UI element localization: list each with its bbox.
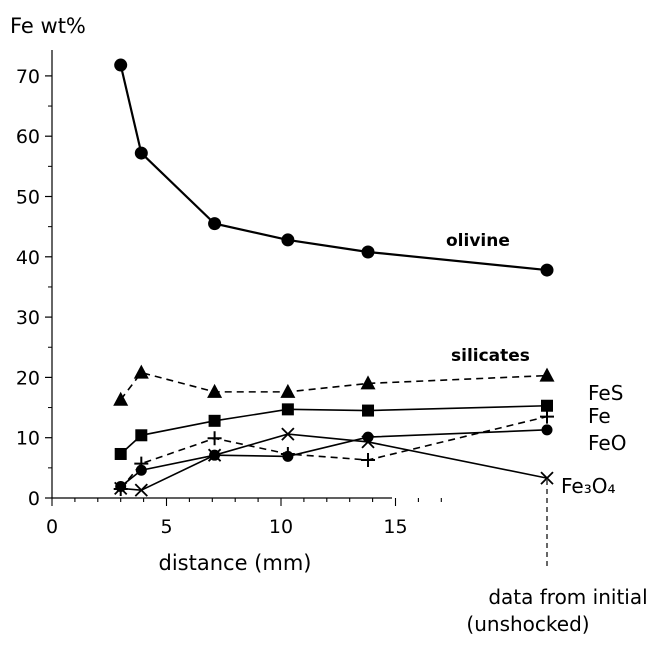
marker-square (114, 447, 127, 460)
y-tick-label: 0 (28, 488, 40, 510)
y-tick-label: 40 (16, 247, 40, 269)
series-2 (114, 399, 553, 460)
series-line (120, 404, 548, 455)
series-1 (113, 364, 555, 406)
marker-square (362, 404, 375, 417)
y-tick-label: 70 (16, 66, 40, 88)
y-tick-label: 30 (16, 307, 40, 329)
marker-circle (115, 481, 127, 493)
marker-triangle (133, 364, 149, 379)
series-3 (113, 409, 554, 496)
marker-square (541, 399, 553, 412)
marker-x (207, 448, 222, 462)
annotation-silicates: silicates (451, 346, 530, 366)
x-axis-label: distance (mm) (159, 551, 312, 575)
marker-plus (207, 431, 222, 446)
marker-triangle (539, 367, 555, 382)
marker-triangle (360, 375, 376, 390)
initial-note-line-1: data from initial (488, 585, 647, 609)
x-tick-label: 15 (383, 516, 407, 538)
label-Fe3O4: Fe₃O₄ (561, 474, 616, 498)
marker-square (208, 414, 221, 427)
marker-circle (135, 464, 147, 476)
x-tick-label: 10 (269, 516, 293, 538)
marker-circle (114, 58, 128, 72)
marker-circle (134, 146, 148, 160)
series-layer (113, 58, 555, 497)
marker-x (540, 471, 554, 485)
label-FeS: FeS (588, 381, 623, 405)
marker-square (135, 429, 148, 442)
series-5 (114, 427, 554, 497)
label-Fe: Fe (588, 404, 611, 428)
marker-triangle (113, 391, 129, 406)
marker-circle (541, 424, 553, 436)
series-line (120, 433, 548, 491)
y-tick-label: 20 (16, 367, 40, 389)
marker-triangle (280, 383, 296, 398)
y-ticks: 0 10 20 30 40 50 60 70 (16, 66, 52, 510)
series-0 (114, 58, 554, 277)
y-tick-label: 60 (16, 126, 40, 148)
marker-circle (361, 245, 375, 259)
marker-plus (540, 409, 554, 424)
series-line (120, 371, 548, 401)
label-FeO: FeO (588, 431, 626, 455)
marker-circle (208, 217, 222, 231)
y-tick-label: 50 (16, 187, 40, 209)
annotation-olivine: olivine (446, 231, 510, 251)
marker-square (281, 403, 294, 416)
marker-circle (281, 233, 295, 247)
x-ticks: 0 5 10 15 (46, 498, 442, 538)
x-tick-label: 0 (46, 516, 58, 538)
marker-circle (282, 450, 294, 462)
marker-x (114, 481, 128, 495)
x-tick-label: 5 (160, 516, 172, 538)
marker-triangle (207, 383, 223, 398)
series-line (119, 64, 548, 272)
marker-x (134, 483, 148, 497)
marker-circle (540, 263, 554, 277)
y-axis-label: Fe wt% (10, 14, 86, 38)
marker-x (281, 427, 295, 441)
initial-note-line-2: (unshocked) (466, 612, 589, 636)
marker-plus (361, 453, 376, 468)
marker-x (361, 435, 375, 449)
y-tick-label: 10 (16, 428, 40, 450)
